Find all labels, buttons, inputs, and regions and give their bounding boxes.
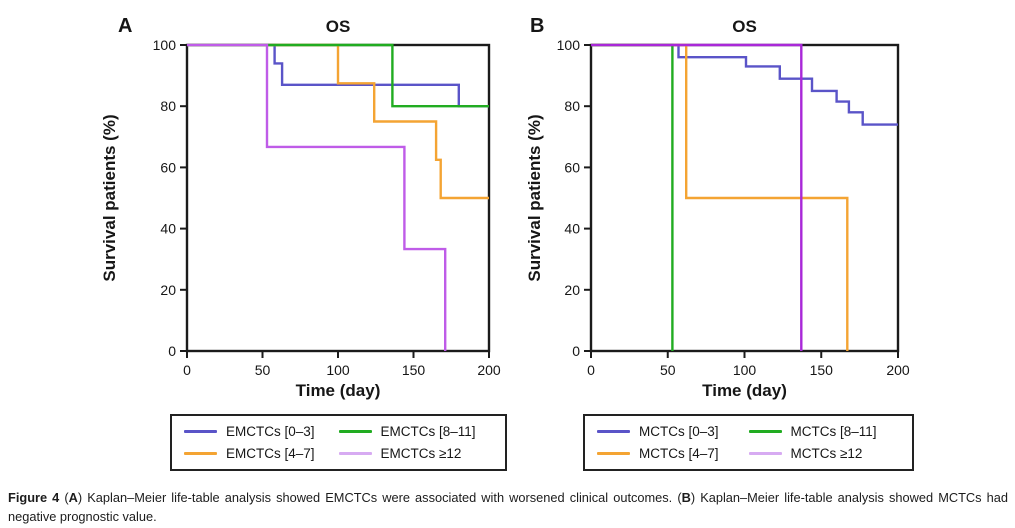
y-tick-label: 100: [153, 37, 177, 53]
caption-text: (: [64, 490, 69, 505]
legend-line-swatch: [338, 452, 372, 456]
plot-title: OS: [326, 17, 351, 36]
x-tick-label: 50: [255, 362, 271, 378]
plot-title: OS: [732, 17, 757, 36]
y-tick-label: 60: [160, 159, 176, 175]
figure-caption: Figure 4 (A) Kaplan–Meier life-table ana…: [8, 488, 1008, 526]
legend-label: EMCTCs [4–7]: [226, 446, 315, 462]
series-MCTCs [0–3]: [591, 43, 898, 126]
y-tick-label: 0: [168, 343, 176, 359]
y-tick-label: 80: [160, 98, 176, 114]
legend-item: EMCTCs [0–3]: [184, 424, 339, 439]
legend-item: MCTCs [8–11]: [748, 423, 901, 439]
legend-panel-a: EMCTCs [0–3] EMCTCs [8–11] EMCTCs [4–7] EMC…: [170, 414, 507, 471]
legend-item: EMCTCs [4–7]: [184, 446, 339, 461]
series-EMCTCs ≥12: [187, 43, 447, 351]
x-tick-label: 50: [660, 362, 676, 378]
legend-line-swatch: [338, 429, 372, 433]
x-tick-label: 100: [733, 362, 757, 378]
y-tick-label: 100: [557, 37, 581, 53]
x-tick-label: 200: [477, 362, 501, 378]
y-tick-label: 60: [564, 159, 580, 175]
y-tick-label: 40: [160, 221, 176, 237]
legend-line-swatch: [184, 452, 217, 456]
legend-panel-b: MCTCs [0–3] MCTCs [8–11] MCTCs [4–7] MCTCs …: [583, 414, 914, 471]
caption-text: ) Kaplan–Meier life-table analysis showe…: [8, 490, 1008, 525]
legend-label: EMCTCs ≥12: [380, 446, 462, 462]
y-tick-label: 20: [160, 282, 176, 298]
caption-bold-text: A: [68, 490, 78, 505]
legend-label: EMCTCs [0–3]: [226, 423, 315, 439]
legend-line-swatch: [597, 452, 630, 456]
series-EMCTCs [8–11]: [187, 43, 489, 108]
caption-bold-text: B: [681, 490, 691, 505]
legend-label: MCTCs [4–7]: [639, 446, 719, 462]
x-tick-label: 0: [587, 362, 595, 378]
legend-line-swatch: [597, 429, 630, 433]
legend-line-swatch: [748, 429, 782, 433]
x-tick-label: 150: [402, 362, 426, 378]
legend-label: MCTCs [0–3]: [639, 423, 719, 439]
kaplan-meier-panel-b: B OS 0 50 100 150 200 0 20 40 60 80 100 Time (day) Sur…: [525, 15, 910, 400]
legend-label: MCTCs [8–11]: [790, 423, 877, 439]
panel-label: B: [530, 15, 544, 37]
caption-bold-text: Figure 4: [8, 490, 65, 505]
series-EMCTCs [0–3]: [187, 43, 489, 108]
series-MCTCs [8–11]: [591, 43, 674, 351]
legend-item: EMCTCs [8–11]: [338, 423, 494, 439]
x-tick-label: 100: [326, 362, 350, 378]
legend-item: MCTCs [0–3]: [597, 424, 749, 439]
series-MCTCs [4–7]: [591, 43, 849, 351]
legend-line-swatch: [184, 429, 217, 433]
x-tick-label: 200: [886, 362, 910, 378]
x-tick-label: 0: [183, 362, 191, 378]
legend-item: MCTCs ≥12: [748, 446, 901, 462]
legend-label: MCTCs ≥12: [790, 446, 863, 462]
kaplan-meier-panel-a: A OS 0 50 100 150 200 0 20 40 60 80 100 Time (day) Sur…: [100, 15, 501, 400]
caption-text: ) Kaplan–Meier life-table analysis showe…: [77, 490, 682, 505]
y-tick-label: 20: [564, 282, 580, 298]
legend-item: MCTCs [4–7]: [597, 446, 749, 461]
x-tick-label: 150: [810, 362, 834, 378]
y-tick-label: 80: [564, 98, 580, 114]
panel-label: A: [118, 15, 132, 37]
legend-item: EMCTCs ≥12: [338, 446, 494, 462]
x-axis-title: Time (day): [296, 381, 381, 400]
legend-line-swatch: [748, 452, 782, 456]
series-EMCTCs [4–7]: [187, 43, 489, 200]
y-axis-title: Survival patients (%): [525, 114, 544, 281]
x-axis-title: Time (day): [702, 381, 787, 400]
legend-label: EMCTCs [8–11]: [380, 423, 476, 439]
y-tick-label: 0: [572, 343, 580, 359]
y-axis-title: Survival patients (%): [100, 114, 119, 281]
series-MCTCs ≥12: [591, 43, 803, 351]
y-tick-label: 40: [564, 221, 580, 237]
